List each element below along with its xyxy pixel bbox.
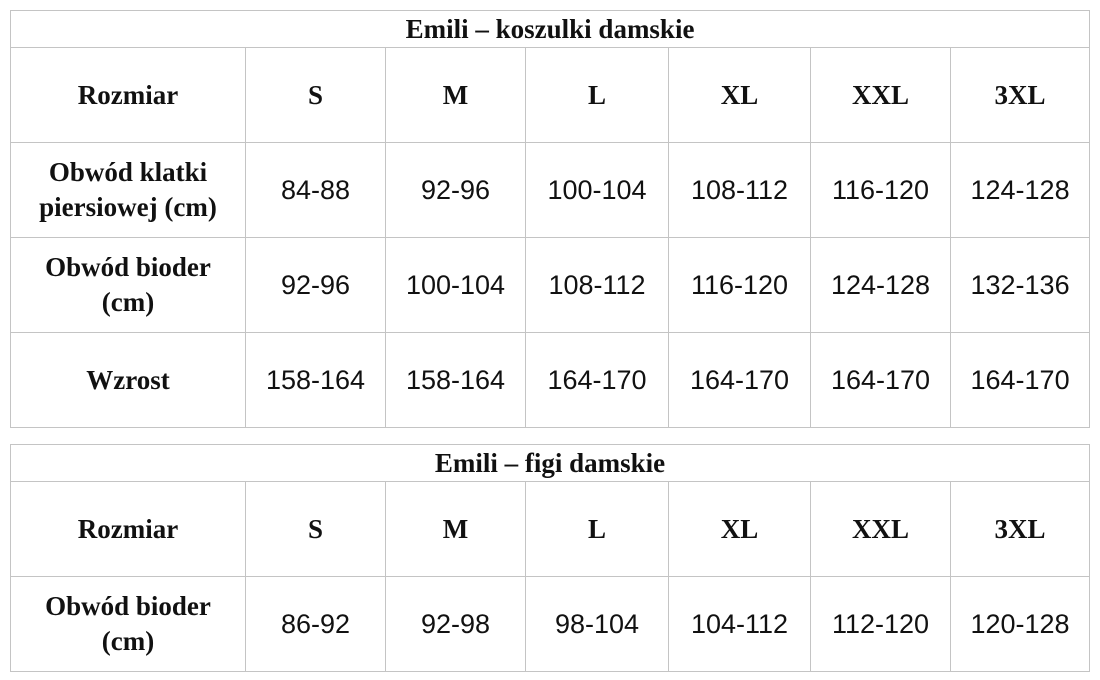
table-cell: 92-98 — [385, 576, 526, 672]
table-cell: 86-92 — [245, 576, 386, 672]
briefs-size-table: Emili – figi damskie Rozmiar S M L XL XX… — [9, 444, 1091, 672]
row-label: Obwód bioder (cm) — [10, 576, 246, 672]
table-title: Emili – koszulki damskie — [9, 10, 1091, 48]
size-header: 3XL — [949, 481, 1091, 577]
table-cell: 164-170 — [668, 332, 811, 428]
size-header: S — [245, 47, 386, 143]
table-cell: 116-120 — [668, 237, 811, 333]
table-cell: 104-112 — [668, 576, 811, 672]
row-label: Obwód bioder (cm) — [10, 237, 246, 333]
table-row: Wzrost 158-164 158-164 164-170 164-170 1… — [10, 332, 1091, 428]
table-title: Emili – figi damskie — [9, 444, 1091, 482]
table-cell: 116-120 — [810, 142, 951, 238]
header-row: Rozmiar S M L XL XXL 3XL — [10, 47, 1091, 143]
size-header: L — [525, 47, 669, 143]
table-row: Obwód klatki piersiowej (cm) 84-88 92-96… — [10, 142, 1091, 238]
header-row: Rozmiar S M L XL XXL 3XL — [10, 481, 1091, 577]
shirts-size-table: Emili – koszulki damskie Rozmiar S M L X… — [9, 10, 1091, 428]
table-cell: 124-128 — [810, 237, 951, 333]
table-cell: 132-136 — [949, 237, 1091, 333]
size-header: 3XL — [949, 47, 1091, 143]
size-header: M — [385, 47, 526, 143]
size-header: XL — [668, 481, 811, 577]
table-cell: 158-164 — [245, 332, 386, 428]
size-header: S — [245, 481, 386, 577]
table-row: Obwód bioder (cm) 92-96 100-104 108-112 … — [10, 237, 1091, 333]
size-header: M — [385, 481, 526, 577]
table-cell: 108-112 — [525, 237, 669, 333]
row-label: Wzrost — [10, 332, 246, 428]
table-cell: 112-120 — [810, 576, 951, 672]
table-cell: 92-96 — [385, 142, 526, 238]
size-header: L — [525, 481, 669, 577]
header-label: Rozmiar — [10, 481, 246, 577]
size-header: XXL — [810, 47, 951, 143]
table-cell: 120-128 — [949, 576, 1091, 672]
table-cell: 158-164 — [385, 332, 526, 428]
table-row: Obwód bioder (cm) 86-92 92-98 98-104 104… — [10, 576, 1091, 672]
row-label: Obwód klatki piersiowej (cm) — [10, 142, 246, 238]
table-cell: 164-170 — [525, 332, 669, 428]
table-cell: 92-96 — [245, 237, 386, 333]
table-cell: 84-88 — [245, 142, 386, 238]
table-cell: 98-104 — [525, 576, 669, 672]
table-cell: 100-104 — [525, 142, 669, 238]
table-cell: 164-170 — [810, 332, 951, 428]
size-header: XXL — [810, 481, 951, 577]
table-cell: 164-170 — [949, 332, 1091, 428]
table-cell: 100-104 — [385, 237, 526, 333]
header-label: Rozmiar — [10, 47, 246, 143]
size-header: XL — [668, 47, 811, 143]
table-cell: 108-112 — [668, 142, 811, 238]
table-cell: 124-128 — [949, 142, 1091, 238]
